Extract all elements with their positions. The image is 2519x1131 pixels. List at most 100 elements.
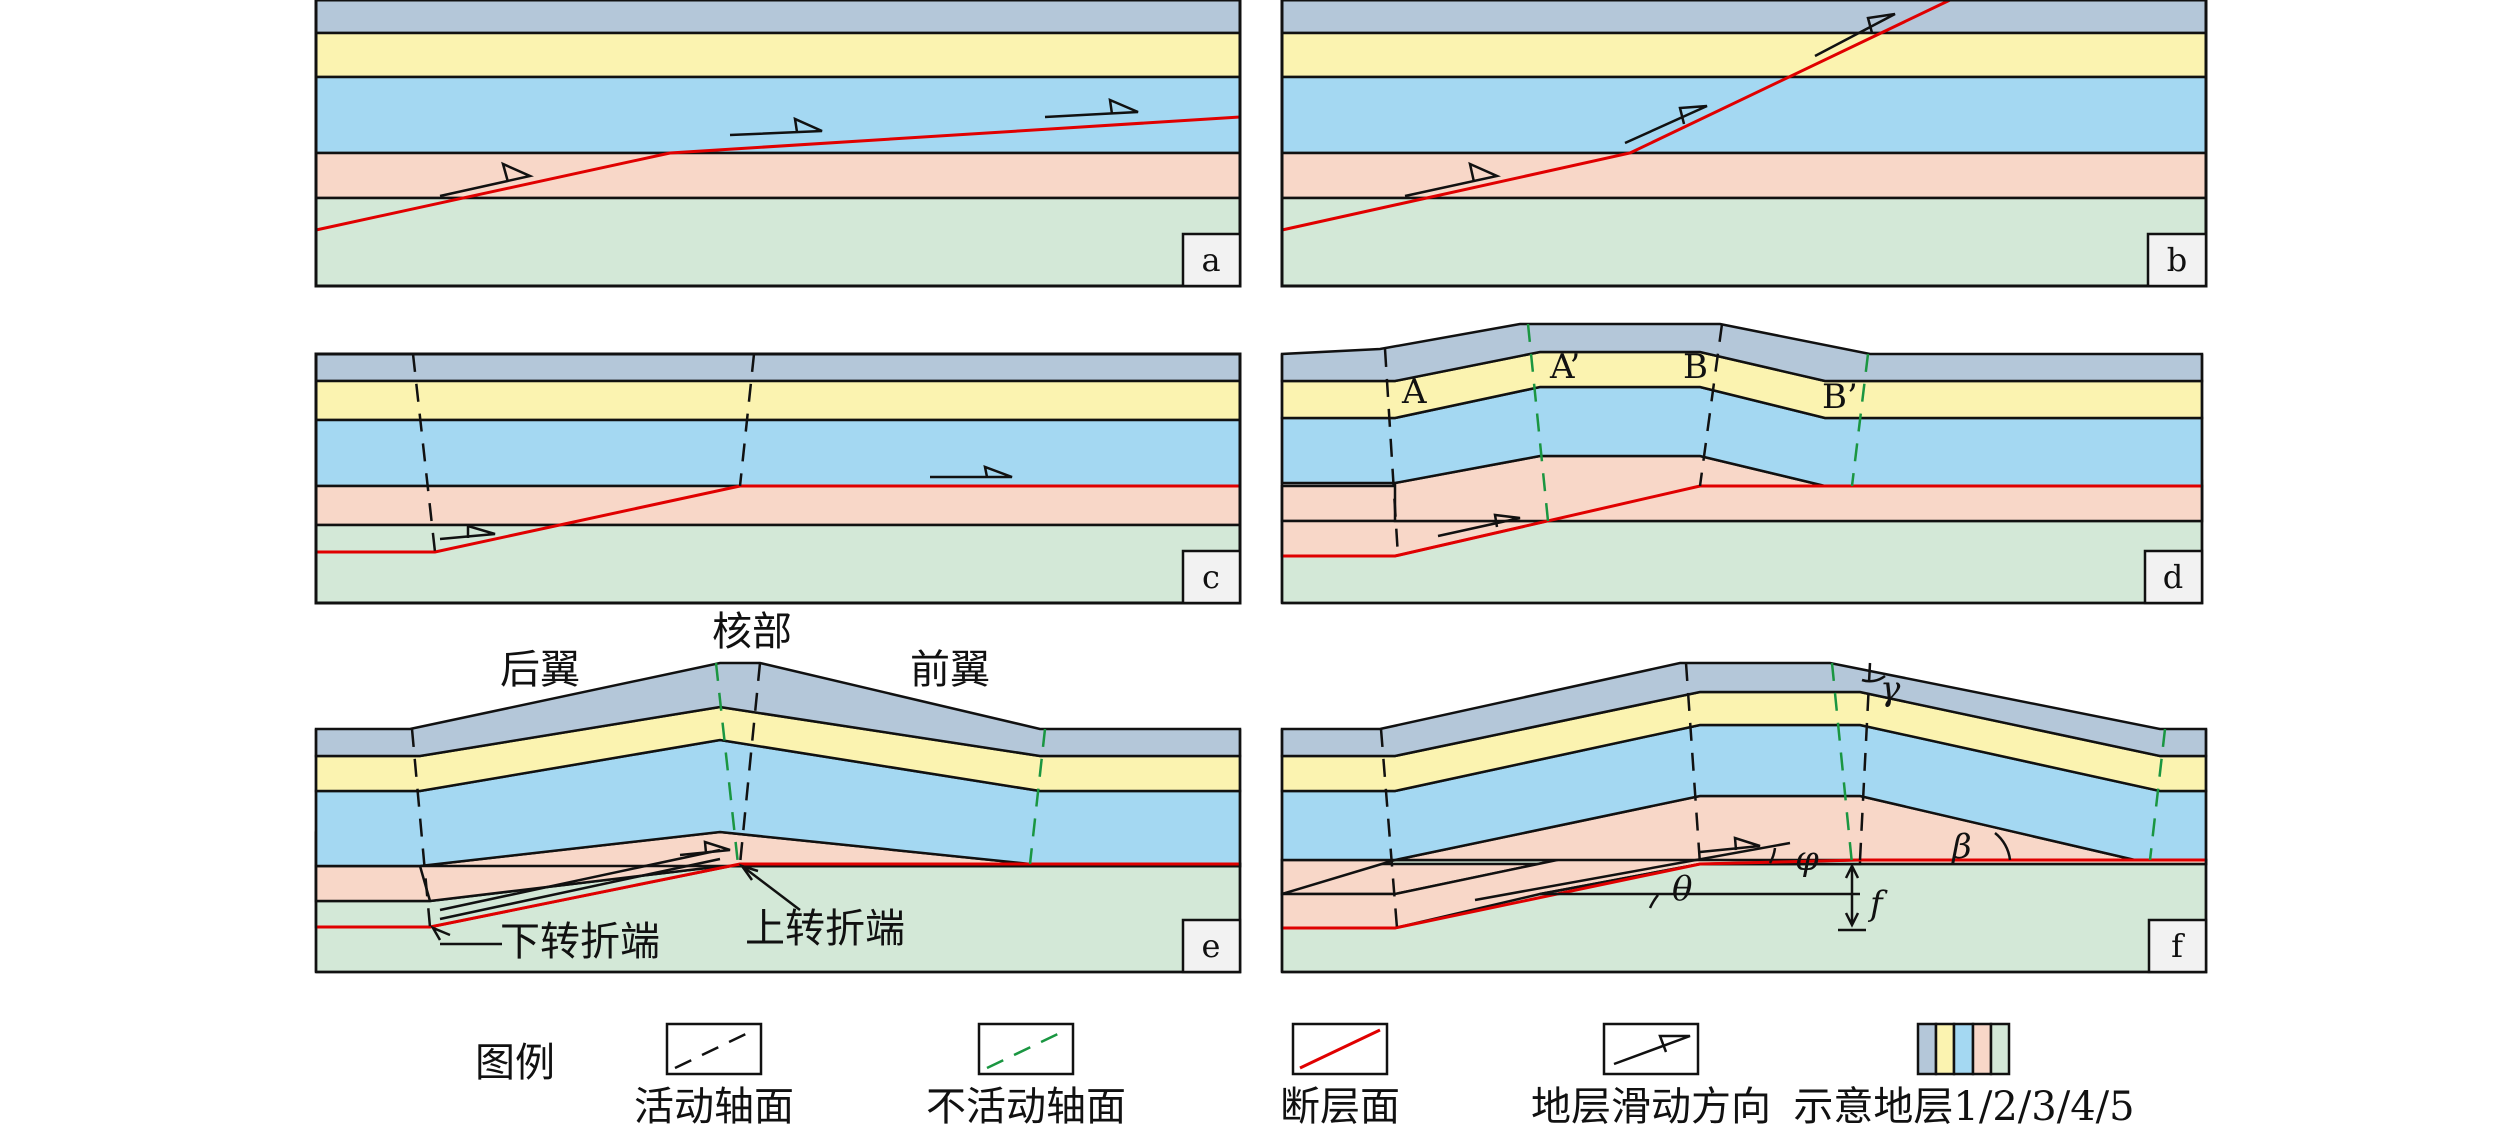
offset-f-marker — [1838, 863, 1866, 932]
inactive-axial-plane — [1028, 728, 1047, 865]
panel-a: a — [314, 0, 1242, 288]
angle-arc-theta — [1648, 894, 1659, 909]
legend: 图例 活动轴面 不活动轴面 断层面 地层滑动方向 示意地层1/2/3/4/5 — [475, 1022, 2135, 1130]
panel-d: A A’ B B’ d — [1280, 322, 2204, 605]
active-axial-plane — [738, 662, 762, 865]
slip-arrow — [1404, 161, 1501, 198]
inactive-axial-plane — [714, 662, 740, 865]
legend-label-slip: 地层滑动方向 — [1531, 1084, 1771, 1130]
legend-swatch-slip — [1602, 1022, 1700, 1076]
label-lower-bend: 下转折端 — [500, 919, 660, 965]
label-upper-bend: 上转折端 — [745, 906, 905, 952]
layer-2 — [314, 379, 1242, 422]
active-axial-plane — [411, 353, 437, 553]
panel-label-box — [2143, 549, 2204, 605]
point-b: B — [1683, 347, 1708, 387]
panel-f: γ φ θ β f f — [1280, 661, 2208, 974]
legend-label-inactive: 不活动轴面 — [926, 1084, 1126, 1130]
slip-arrow — [930, 465, 1013, 479]
active-axial-plane — [1698, 323, 1724, 487]
legend-swatch-fault — [1291, 1022, 1389, 1076]
active-axial-plane — [1383, 348, 1400, 557]
slip-arrow — [679, 840, 731, 857]
panel-label-box — [1181, 549, 1242, 605]
slip-arrow — [1624, 104, 1708, 145]
active-axial-plane — [738, 353, 756, 487]
fault-plane — [316, 484, 1240, 554]
slip-arrow — [439, 524, 496, 541]
panel-label: c — [1202, 558, 1220, 596]
angle-gamma: γ — [1880, 669, 1901, 709]
panel-label-box — [2147, 918, 2208, 974]
angle-phi: φ — [1795, 839, 1819, 879]
fault-plane — [1281, 0, 1951, 232]
layer-3 — [1280, 75, 2208, 155]
point-b-prime: B’ — [1822, 377, 1858, 417]
active-axial-plane — [1858, 662, 1872, 861]
label-front-limb: 前翼 — [910, 647, 990, 693]
panel-frame — [314, 0, 1242, 288]
angle-arc-phi — [1768, 847, 1777, 864]
active-axial-plane — [1684, 662, 1702, 865]
fault-plane — [1282, 858, 2206, 930]
layer-1 — [314, 352, 1242, 383]
slip-arrow — [1437, 513, 1521, 538]
slip-arrow — [439, 161, 534, 198]
inactive-axial-plane — [1830, 662, 1854, 865]
layer-4 — [1280, 151, 2208, 200]
legend-inactive-axial-icon — [986, 1028, 1067, 1070]
panel-e: 后翼 核部 前翼 下转折端 上转折端 e — [314, 609, 1242, 974]
layer-2 — [1280, 31, 2208, 79]
legend-title: 图例 — [475, 1040, 555, 1086]
panel-frame — [1280, 0, 2208, 288]
upper-bend-pointer — [741, 865, 801, 911]
angle-arc-gamma — [1861, 674, 1886, 683]
layer-1 — [314, 0, 1242, 35]
label-back-limb: 后翼 — [500, 647, 580, 693]
legend-fault-icon — [1299, 1028, 1381, 1070]
legend-slip-arrow-icon — [1613, 1034, 1691, 1066]
layer-5 — [1280, 196, 2208, 288]
layer-3 — [314, 418, 1242, 488]
angle-theta: θ — [1672, 869, 1692, 909]
slip-arrow — [1814, 12, 1896, 58]
panel-label: d — [2163, 558, 2183, 596]
panel-c: c — [314, 352, 1242, 605]
fault-plane — [316, 862, 1240, 929]
legend-active-axial-icon — [674, 1028, 755, 1070]
inactive-axial-plane — [2148, 728, 2167, 861]
point-a: A — [1401, 372, 1427, 412]
panel-label-box — [1181, 232, 1242, 288]
layer-1 — [1280, 0, 2208, 35]
upper-bend-arrowhead — [738, 863, 759, 881]
active-axial-plane — [410, 728, 432, 928]
layer-2 — [314, 31, 1242, 79]
panel-frame — [314, 352, 1242, 605]
angle-arc-beta — [1994, 832, 2012, 861]
legend-label-strata: 示意地层1/2/3/4/5 — [1793, 1084, 2134, 1130]
label-core: 核部 — [712, 609, 792, 655]
inactive-axial-plane — [1526, 323, 1550, 522]
panel-b: b — [1280, 0, 2208, 288]
panel-label: f — [2171, 927, 2185, 965]
angle-beta: β — [1950, 827, 1972, 867]
slip-arrow — [1699, 836, 1761, 854]
layer-4 — [314, 151, 1242, 200]
panel-label: a — [1201, 241, 1220, 279]
slip-arrow — [1044, 97, 1139, 119]
panel-label-box — [2146, 232, 2208, 288]
active-axial-plane — [1379, 728, 1399, 929]
inactive-axial-plane — [1850, 353, 1870, 487]
layer-5 — [314, 196, 1242, 288]
layer-4 — [314, 484, 1242, 527]
point-a-prime: A’ — [1549, 347, 1580, 387]
panel-label-box — [1181, 918, 1242, 974]
slip-arrow — [729, 116, 823, 137]
lower-bend-arrowhead — [430, 925, 451, 941]
slip-track — [1474, 841, 1791, 902]
panel-label: b — [2167, 241, 2187, 279]
panel-label: e — [1202, 927, 1221, 965]
legend-strata-swatch — [1916, 1022, 2011, 1076]
fault-plane — [315, 115, 1241, 232]
legend-label-active: 活动轴面 — [634, 1084, 794, 1130]
